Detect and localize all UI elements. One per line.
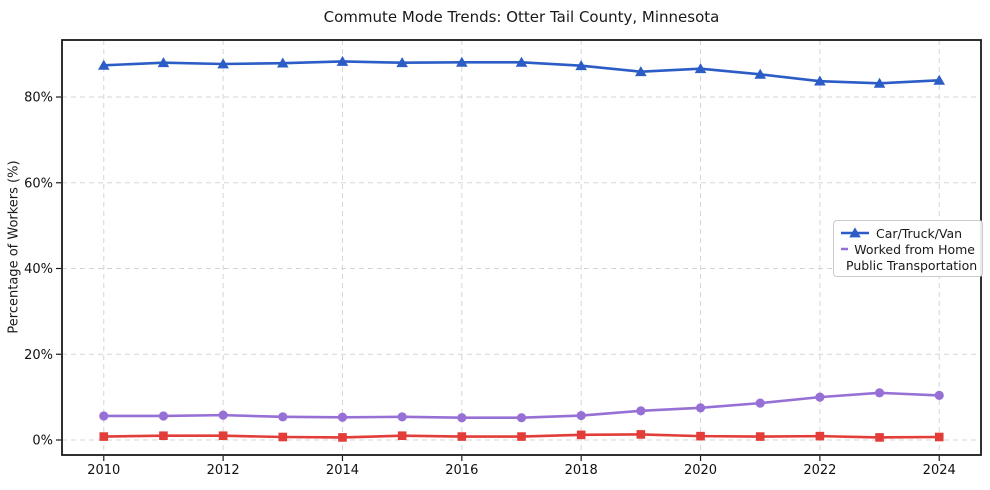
square-marker-icon [696, 431, 705, 441]
x-tick-label: 2024 [923, 463, 956, 478]
square-marker-icon [815, 431, 825, 441]
triangle-marker-icon [336, 55, 349, 66]
y-tick-label: 80% [24, 91, 53, 106]
circle-marker-icon [278, 412, 288, 422]
triangle-marker-icon [97, 59, 110, 70]
triangle-marker-icon [456, 56, 468, 67]
circle-marker-icon [158, 411, 169, 421]
y-tick-label: 0% [32, 433, 53, 448]
square-marker-icon [457, 432, 467, 441]
x-tick-label: 2010 [87, 463, 120, 478]
circle-marker-icon [636, 406, 646, 416]
x-tick-label: 2012 [207, 463, 240, 478]
square-marker-icon [338, 433, 347, 442]
triangle-marker-icon [814, 75, 826, 86]
triangle-marker-icon [396, 57, 408, 68]
legend-label-worked-from-home: Worked from Home [854, 241, 975, 257]
circle-marker-icon [397, 412, 407, 422]
circle-marker-icon [337, 412, 348, 422]
circle-marker-icon [934, 390, 944, 401]
square-marker-icon [875, 433, 884, 442]
triangle-marker-icon [754, 68, 767, 79]
circle-marker-icon [218, 410, 228, 420]
circle-marker-icon [695, 403, 706, 413]
legend[interactable]: Car/Truck/Van Worked from Home Public Tr… [833, 220, 983, 277]
square-marker-icon [397, 431, 407, 441]
legend-item-public-transportation[interactable]: Public Transportation [840, 257, 978, 273]
y-tick-label: 40% [24, 262, 53, 277]
square-marker-icon [278, 432, 288, 442]
x-tick-label: 2018 [565, 463, 598, 478]
car-truck-van-line-icon [841, 227, 869, 238]
x-tick-label: 2016 [445, 463, 478, 478]
square-marker-icon [755, 432, 765, 441]
x-tick-label: 2020 [684, 463, 717, 478]
worked-from-home-line-icon [841, 247, 849, 251]
circle-marker-icon [815, 392, 825, 402]
triangle-marker-icon [933, 74, 946, 85]
circle-marker-icon [576, 410, 586, 421]
triangle-marker-icon [575, 60, 587, 71]
circle-marker-icon [457, 413, 467, 423]
legend-item-worked-from-home[interactable]: Worked from Home [840, 241, 975, 257]
square-marker-icon [934, 432, 944, 442]
legend-label-car-truck-van: Car/Truck/Van [876, 225, 963, 241]
y-tick-label: 60% [24, 176, 53, 191]
circle-marker-icon [874, 388, 885, 398]
triangle-marker-icon [635, 66, 647, 77]
x-tick-label: 2022 [803, 463, 836, 478]
triangle-marker-icon [694, 63, 707, 74]
circle-marker-icon [99, 411, 109, 421]
legend-triangle-marker-icon [849, 227, 861, 238]
y-tick-label: 20% [24, 348, 53, 363]
square-marker-icon [218, 431, 228, 441]
chart-title: Commute Mode Trends: Otter Tail County, … [323, 8, 720, 26]
circle-marker-icon [516, 413, 527, 423]
square-marker-icon [99, 432, 109, 441]
square-marker-icon [576, 430, 586, 440]
triangle-marker-icon [157, 57, 170, 68]
legend-item-car-truck-van[interactable]: Car/Truck/Van [840, 225, 975, 241]
legend-label-public-transportation: Public Transportation [846, 257, 978, 273]
triangle-marker-icon [217, 58, 229, 69]
triangle-marker-icon [276, 57, 289, 68]
square-marker-icon [159, 431, 168, 441]
x-tick-label: 2014 [326, 463, 359, 478]
square-marker-icon [636, 430, 646, 439]
triangle-marker-icon [873, 77, 886, 88]
triangle-marker-icon [515, 56, 528, 67]
square-marker-icon [517, 432, 526, 441]
circle-marker-icon [755, 398, 765, 408]
